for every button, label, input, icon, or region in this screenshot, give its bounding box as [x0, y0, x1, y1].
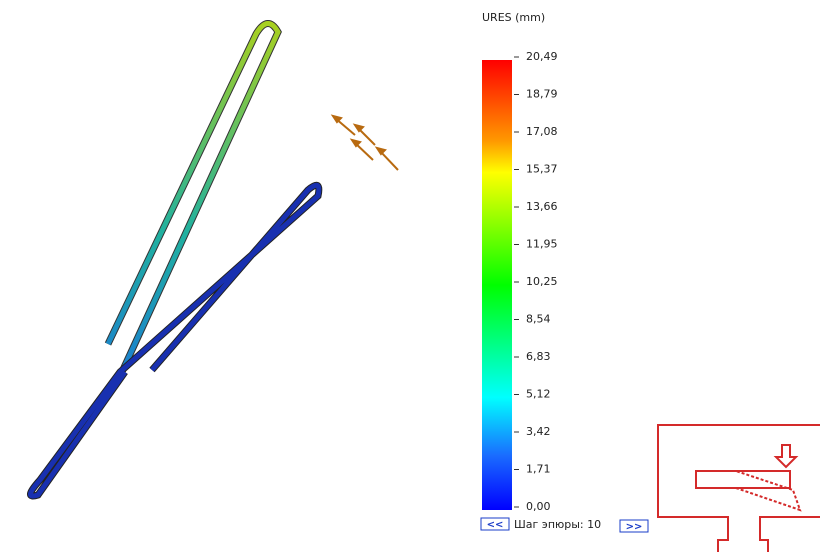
- legend-label: 6,83: [526, 350, 551, 363]
- next-button-label[interactable]: >>: [626, 522, 643, 533]
- legend-label: 3,42: [526, 425, 551, 438]
- legend-labels: 20,49 18,79 17,08 15,37 13,66 11,95 10,25 8,54 6…: [514, 50, 558, 513]
- legend-label: 17,08: [526, 125, 558, 138]
- legend-label: 20,49: [526, 50, 558, 63]
- legend-label: 13,66: [526, 200, 558, 213]
- model: [30, 23, 318, 496]
- legend-label: 18,79: [526, 88, 558, 101]
- color-bar: [482, 60, 512, 510]
- step-control: << Шаг эпюры: 10 >>: [481, 518, 648, 533]
- legend-label: 0,00: [526, 500, 551, 513]
- step-text: Шаг эпюры: 10: [514, 518, 601, 531]
- legend-label: 8,54: [526, 313, 551, 326]
- legend-label: 10,25: [526, 275, 558, 288]
- legend-label: 5,12: [526, 388, 551, 401]
- prev-button-label[interactable]: <<: [487, 520, 504, 531]
- screen: URES (mm) 20,49 18,79 17,08 15,37 13,66 11,95…: [0, 0, 820, 552]
- legend-label: 15,37: [526, 163, 558, 176]
- orientation-icon: [658, 425, 820, 552]
- legend-label: 11,95: [526, 238, 558, 251]
- legend-title: URES (mm): [482, 11, 545, 24]
- legend-label: 1,71: [526, 463, 551, 476]
- force-arrows: [333, 116, 398, 170]
